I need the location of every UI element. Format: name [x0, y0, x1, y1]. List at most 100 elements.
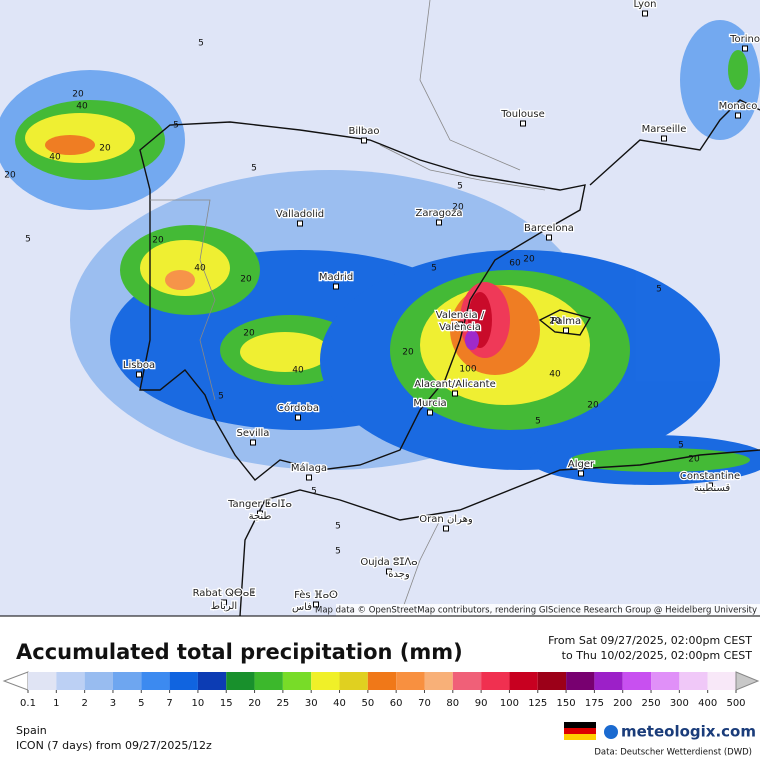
- period-from: From Sat 09/27/2025, 02:00pm CEST: [548, 634, 752, 647]
- bar-tick-label: 30: [305, 698, 318, 709]
- france-coast: [589, 99, 760, 186]
- flag-stripe: [564, 728, 596, 734]
- city-marker: [520, 120, 526, 127]
- contour-label: 20: [452, 203, 464, 213]
- city-marker: [457, 321, 463, 328]
- field: [45, 135, 95, 155]
- contour-label: 40: [194, 264, 206, 274]
- bar-segment: [452, 672, 482, 690]
- bar-segment: [396, 672, 425, 690]
- contour-label: 20: [523, 255, 535, 265]
- contour-label: 5: [25, 235, 31, 245]
- bar-segment: [254, 672, 283, 690]
- border: [379, 144, 546, 191]
- bar-segment: [537, 672, 567, 690]
- city-label: Toulouse: [500, 109, 544, 120]
- flag-stripe: [564, 734, 596, 740]
- bar-tick-label: 400: [698, 698, 717, 709]
- bar-tick-label: 100: [500, 698, 519, 709]
- city-marker: [427, 409, 433, 416]
- contour-label: 20: [4, 171, 16, 181]
- city-label: Valencia /: [436, 310, 485, 321]
- city-marker: [707, 482, 713, 489]
- bar-segment: [679, 672, 708, 690]
- bar-segment: [481, 672, 510, 690]
- bar-tick-label: 90: [475, 698, 488, 709]
- city-label: Madrid: [319, 272, 353, 283]
- field: [680, 20, 760, 140]
- bar-segment: [622, 672, 652, 690]
- city-label: الرباط: [211, 601, 237, 612]
- city-marker: [563, 327, 569, 334]
- city-label: Tanger ⵟⴰⵏⵊⴰ: [227, 499, 292, 510]
- city-label: Alacant/Alicante: [414, 379, 495, 390]
- city-label: València: [439, 321, 481, 333]
- city-marker: [361, 137, 367, 144]
- city-marker: [333, 283, 339, 290]
- contour-label: 5: [535, 417, 541, 427]
- city-label: Rabat ⵕⴱⴰⵟ: [193, 588, 256, 599]
- contour-label: 5: [251, 164, 257, 174]
- bar-segment: [28, 672, 57, 690]
- contour-label: 20: [99, 144, 111, 154]
- bar-tick-label: 40: [333, 698, 346, 709]
- city-label: Lyon: [633, 0, 656, 10]
- city-label: Oran وهران: [419, 514, 473, 525]
- contour-label: 5: [335, 547, 341, 557]
- border: [399, 519, 441, 617]
- bar-tick-label: 200: [613, 698, 632, 709]
- cities: Lyon Torino Monaco Toulouse Marseille Bilbao V…: [122, 0, 760, 614]
- contour-label: 100: [459, 365, 476, 375]
- city-label: Murcia: [413, 398, 446, 409]
- bar-segment: [197, 672, 227, 690]
- bar-tick-label: 500: [726, 698, 745, 709]
- bar-tick-label: 250: [641, 698, 660, 709]
- contour-label: 40: [49, 153, 61, 163]
- bar-arrow-low: [2, 671, 29, 691]
- contour-label: 5: [198, 39, 204, 49]
- bar-segment: [651, 672, 680, 690]
- bar-tick-label: 80: [446, 698, 459, 709]
- bar-segment: [509, 672, 538, 690]
- bar-segment: [169, 672, 198, 690]
- precip-fields: [0, 20, 760, 485]
- bar-tick-label: 15: [220, 698, 233, 709]
- model-run: ICON (7 days) from 09/27/2025/12z: [16, 739, 212, 752]
- field: [240, 332, 330, 372]
- contour-label: 5: [335, 522, 341, 532]
- city-marker: [443, 525, 449, 532]
- bar-segment: [566, 672, 595, 690]
- city-label: Córdoba: [277, 402, 319, 414]
- contour-label: 5: [678, 441, 684, 451]
- bar-segment: [594, 672, 623, 690]
- data-source: Data: Deutscher Wetterdienst (DWD): [594, 748, 752, 758]
- border: [419, 0, 521, 171]
- bar-tick-label: 7: [166, 698, 172, 709]
- city-label: Monaco: [719, 101, 758, 112]
- bar-tick-label: 70: [418, 698, 431, 709]
- contour-label: 5: [311, 487, 317, 497]
- contour-label: 40: [549, 370, 561, 380]
- bar-tick-label: 5: [138, 698, 144, 709]
- brand[interactable]: meteologix.com: [621, 723, 756, 741]
- city-label: وجدة: [388, 569, 410, 580]
- city-marker: [436, 219, 442, 226]
- bar-segment: [141, 672, 170, 690]
- bar-segment: [339, 672, 368, 690]
- city-label: Barcelona: [524, 223, 574, 234]
- bar-tick-label: 175: [585, 698, 604, 709]
- bar-tick-label: 25: [277, 698, 290, 709]
- city-label: قسنطينة: [694, 483, 731, 494]
- city-marker: [661, 135, 667, 142]
- city-marker: [386, 568, 392, 575]
- city-label: Bilbao: [348, 126, 379, 137]
- bar-tick-label: 60: [390, 698, 403, 709]
- bar-tick-label: 50: [361, 698, 374, 709]
- contour-label: 5: [457, 182, 463, 192]
- contour-label: 20: [549, 317, 561, 327]
- city-marker: [297, 220, 303, 227]
- bar-tick-label: 3: [110, 698, 116, 709]
- contour-label: 60: [509, 259, 521, 269]
- bar-tick-label: 300: [670, 698, 689, 709]
